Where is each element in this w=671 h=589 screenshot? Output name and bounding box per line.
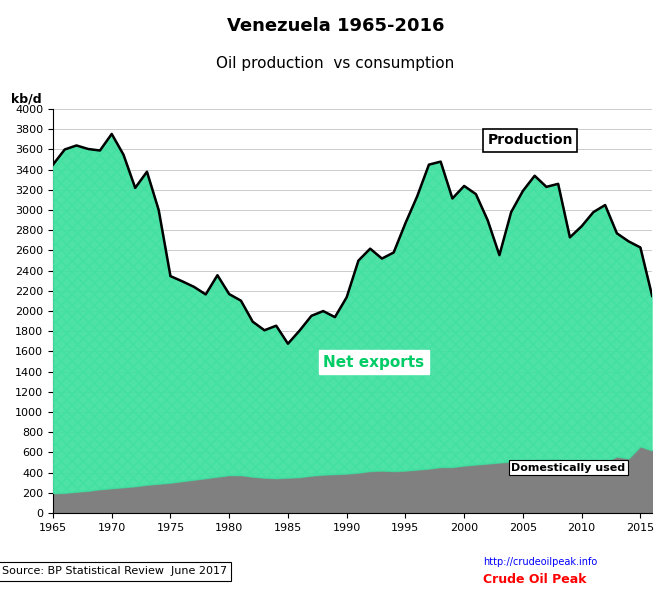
Text: Domestically used: Domestically used	[511, 462, 625, 472]
Text: Venezuela 1965-2016: Venezuela 1965-2016	[227, 17, 444, 35]
Text: Oil production  vs consumption: Oil production vs consumption	[216, 56, 455, 71]
Text: kb/d: kb/d	[11, 92, 42, 105]
Text: http://crudeoilpeak.info: http://crudeoilpeak.info	[483, 557, 597, 567]
Text: Production: Production	[488, 134, 573, 147]
Text: Source: BP Statistical Review  June 2017: Source: BP Statistical Review June 2017	[1, 566, 227, 576]
Text: Net exports: Net exports	[323, 355, 424, 370]
Text: Crude Oil Peak: Crude Oil Peak	[483, 573, 586, 586]
